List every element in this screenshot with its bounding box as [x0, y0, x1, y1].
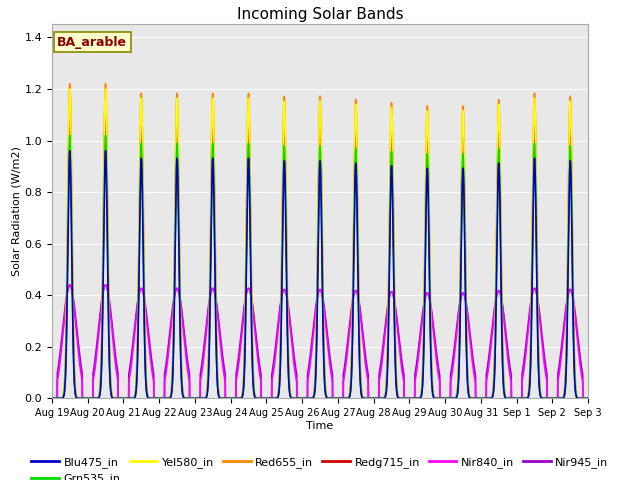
- Redg715_in: [66, 112, 74, 118]
- Yel580_in: [157, 396, 165, 401]
- Y-axis label: Solar Radiation (W/m2): Solar Radiation (W/m2): [12, 146, 22, 276]
- Legend: Blu475_in, Grn535_in, Yel580_in, Red655_in, Redg715_in, Nir840_in, Nir945_in: Blu475_in, Grn535_in, Yel580_in, Red655_…: [27, 453, 613, 480]
- Nir945_in: [48, 396, 56, 401]
- Nir945_in: [584, 396, 592, 401]
- Blu475_in: [584, 396, 592, 401]
- Redg715_in: [249, 362, 257, 368]
- Red655_in: [48, 396, 56, 401]
- Nir945_in: [394, 324, 402, 330]
- Yel580_in: [470, 396, 478, 401]
- Red655_in: [584, 396, 592, 401]
- Line: Blu475_in: Blu475_in: [52, 151, 588, 398]
- Nir945_in: [157, 396, 165, 401]
- Grn535_in: [584, 396, 592, 401]
- Line: Nir840_in: Nir840_in: [52, 285, 588, 398]
- Line: Redg715_in: Redg715_in: [52, 115, 588, 398]
- Grn535_in: [582, 396, 590, 401]
- Nir840_in: [66, 282, 74, 288]
- Nir945_in: [66, 282, 74, 288]
- Redg715_in: [157, 396, 165, 401]
- Grn535_in: [394, 394, 402, 400]
- Nir840_in: [163, 365, 170, 371]
- Nir840_in: [249, 306, 257, 312]
- Yel580_in: [48, 396, 56, 401]
- Text: BA_arable: BA_arable: [57, 36, 127, 48]
- Blu475_in: [157, 396, 165, 401]
- Grn535_in: [249, 369, 257, 374]
- Nir840_in: [394, 331, 402, 336]
- Nir945_in: [163, 357, 170, 363]
- Grn535_in: [157, 396, 165, 401]
- Red655_in: [394, 392, 402, 398]
- Blu475_in: [66, 148, 74, 154]
- Nir945_in: [470, 364, 478, 370]
- Nir945_in: [249, 303, 257, 309]
- Nir840_in: [48, 396, 56, 401]
- Line: Nir945_in: Nir945_in: [52, 285, 588, 398]
- Blu475_in: [48, 396, 56, 401]
- Redg715_in: [163, 396, 170, 401]
- Yel580_in: [249, 356, 257, 362]
- Blu475_in: [249, 370, 257, 376]
- Yel580_in: [394, 393, 402, 399]
- Red655_in: [470, 396, 478, 401]
- Grn535_in: [48, 396, 56, 401]
- Line: Yel580_in: Yel580_in: [52, 89, 588, 398]
- Nir840_in: [584, 396, 592, 401]
- Blu475_in: [470, 396, 478, 401]
- Grn535_in: [470, 396, 478, 401]
- Nir840_in: [582, 396, 590, 401]
- Redg715_in: [48, 396, 56, 401]
- Nir840_in: [157, 396, 165, 401]
- Line: Red655_in: Red655_in: [52, 84, 588, 398]
- Redg715_in: [582, 396, 590, 401]
- Blu475_in: [582, 396, 590, 401]
- Title: Incoming Solar Bands: Incoming Solar Bands: [237, 7, 403, 22]
- Grn535_in: [66, 132, 74, 138]
- Nir945_in: [582, 396, 590, 401]
- Red655_in: [163, 396, 170, 401]
- Red655_in: [249, 349, 257, 355]
- Blu475_in: [394, 395, 402, 400]
- Line: Grn535_in: Grn535_in: [52, 135, 588, 398]
- Nir840_in: [470, 372, 478, 377]
- Yel580_in: [582, 396, 590, 401]
- Yel580_in: [584, 396, 592, 401]
- Grn535_in: [163, 396, 170, 401]
- Blu475_in: [163, 396, 170, 401]
- Red655_in: [582, 396, 590, 401]
- Red655_in: [157, 396, 165, 401]
- Red655_in: [66, 81, 74, 87]
- X-axis label: Time: Time: [307, 421, 333, 431]
- Yel580_in: [163, 396, 170, 401]
- Yel580_in: [66, 86, 74, 92]
- Redg715_in: [584, 396, 592, 401]
- Redg715_in: [394, 394, 402, 399]
- Redg715_in: [470, 396, 478, 401]
